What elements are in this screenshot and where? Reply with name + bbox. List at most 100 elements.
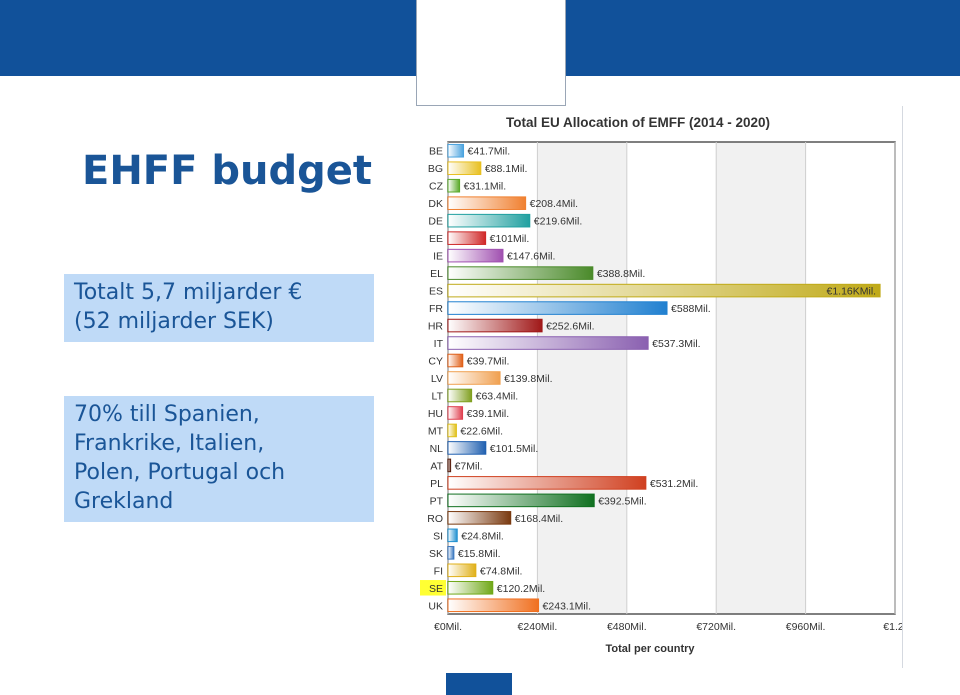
value-label-mt: €22.6Mil.: [460, 425, 503, 437]
plot-band: [537, 142, 627, 614]
category-label-mt: MT: [428, 425, 444, 437]
value-label-nl: €101.5Mil.: [490, 443, 538, 455]
bar-se: [447, 580, 494, 595]
x-tick-label: €720Mil.: [696, 621, 736, 633]
value-label-uk: €243.1Mil.: [543, 600, 591, 612]
slide-title: EHFF budget: [82, 148, 372, 194]
category-label-be: BE: [429, 146, 443, 158]
category-label-uk: UK: [428, 600, 443, 612]
category-label-fr: FR: [429, 303, 443, 315]
value-label-de: €219.6Mil.: [534, 216, 582, 228]
x-tick-label: €1.2K: [883, 621, 902, 633]
value-label-pt: €392.5Mil.: [598, 495, 646, 507]
value-label-es: €1.16KMil.: [826, 286, 876, 298]
value-label-cy: €39.7Mil.: [467, 356, 510, 368]
bar-pl: [447, 476, 647, 490]
value-label-hu: €39.1Mil.: [467, 408, 510, 420]
value-label-sk: €15.8Mil.: [458, 548, 501, 560]
category-label-si: SI: [433, 530, 443, 542]
bar-it: [447, 336, 649, 350]
category-label-cy: CY: [428, 356, 443, 368]
bar-es: [447, 283, 881, 298]
bar-at: [447, 458, 452, 473]
bar-uk: [447, 598, 540, 613]
category-label-ro: RO: [427, 513, 443, 525]
share-line-4: Grekland: [74, 489, 174, 514]
value-label-at: €7Mil.: [455, 460, 483, 472]
plot-band: [716, 142, 806, 614]
emff-chart: Total EU Allocation of EMFF (2014 - 2020…: [418, 106, 911, 668]
value-label-ee: €101Mil.: [490, 233, 530, 245]
bar-dk: [447, 196, 527, 210]
bar-el: [447, 266, 594, 280]
share-line-1: 70% till Spanien,: [74, 402, 260, 427]
header-panel: [416, 0, 566, 106]
value-label-it: €537.3Mil.: [652, 338, 700, 350]
value-label-pl: €531.2Mil.: [650, 478, 698, 490]
bar-ee: [447, 231, 487, 245]
chart-edge: [902, 106, 903, 668]
bar-fi: [447, 563, 477, 578]
share-box: 70% till Spanien, Frankrike, Italien, Po…: [64, 396, 374, 522]
category-label-hr: HR: [428, 321, 444, 333]
value-label-lv: €139.8Mil.: [504, 373, 552, 385]
category-label-dk: DK: [428, 198, 443, 210]
category-label-se: SE: [429, 583, 443, 595]
value-label-be: €41.7Mil.: [468, 146, 511, 158]
value-label-hr: €252.6Mil.: [546, 321, 594, 333]
category-label-de: DE: [428, 216, 443, 228]
bar-cz: [447, 178, 461, 193]
value-label-se: €120.2Mil.: [497, 583, 545, 595]
bar-lv: [447, 371, 501, 385]
highlight-marker: [420, 580, 446, 596]
plot-band: [805, 142, 895, 614]
category-label-lv: LV: [431, 373, 443, 385]
category-label-ee: EE: [429, 233, 443, 245]
bar-hu: [447, 406, 464, 420]
category-label-nl: NL: [430, 443, 444, 455]
bar-hr: [447, 318, 543, 333]
bar-fr: [447, 301, 668, 315]
category-label-bg: BG: [428, 163, 443, 175]
category-label-sk: SK: [429, 548, 443, 560]
summary-box: Totalt 5,7 miljarder € (52 miljarder SEK…: [64, 274, 374, 342]
category-label-cz: CZ: [429, 181, 444, 193]
category-label-fi: FI: [434, 565, 443, 577]
value-label-si: €24.8Mil.: [461, 530, 504, 542]
x-tick-label: €960Mil.: [786, 621, 826, 633]
x-tick-label: €480Mil.: [607, 621, 647, 633]
bar-nl: [447, 441, 487, 455]
chart-title: Total EU Allocation of EMFF (2014 - 2020…: [506, 115, 770, 130]
plot-band: [626, 142, 717, 614]
value-label-dk: €208.4Mil.: [530, 198, 578, 210]
value-label-ie: €147.6Mil.: [507, 251, 555, 263]
value-label-ro: €168.4Mil.: [515, 513, 563, 525]
footer-block: [446, 673, 512, 695]
bar-be: [447, 143, 465, 158]
summary-line-1: Totalt 5,7 miljarder €: [74, 280, 303, 305]
category-label-pl: PL: [430, 478, 443, 490]
value-label-el: €388.8Mil.: [597, 268, 645, 280]
value-label-lt: €63.4Mil.: [476, 390, 519, 402]
category-label-lt: LT: [432, 390, 444, 402]
category-label-at: AT: [430, 460, 443, 472]
bar-sk: [447, 546, 455, 560]
share-line-3: Polen, Portugal och: [74, 460, 286, 485]
x-tick-label: €0Mil.: [434, 621, 462, 633]
x-axis-label: Total per country: [605, 643, 695, 655]
x-tick-label: €240Mil.: [518, 621, 558, 633]
bar-ro: [447, 511, 512, 525]
emff-chart-svg: Total EU Allocation of EMFF (2014 - 2020…: [420, 115, 911, 655]
share-line-2: Frankrike, Italien,: [74, 431, 265, 456]
value-label-fr: €588Mil.: [671, 303, 711, 315]
summary-line-2: (52 miljarder SEK): [74, 309, 274, 334]
category-label-it: IT: [434, 338, 444, 350]
value-label-bg: €88.1Mil.: [485, 163, 528, 175]
category-label-el: EL: [430, 268, 443, 280]
bar-ie: [447, 248, 504, 263]
bar-mt: [447, 423, 457, 438]
bar-si: [447, 528, 458, 543]
value-label-cz: €31.1Mil.: [464, 181, 507, 193]
category-label-ie: IE: [433, 251, 443, 263]
bar-bg: [447, 161, 482, 176]
